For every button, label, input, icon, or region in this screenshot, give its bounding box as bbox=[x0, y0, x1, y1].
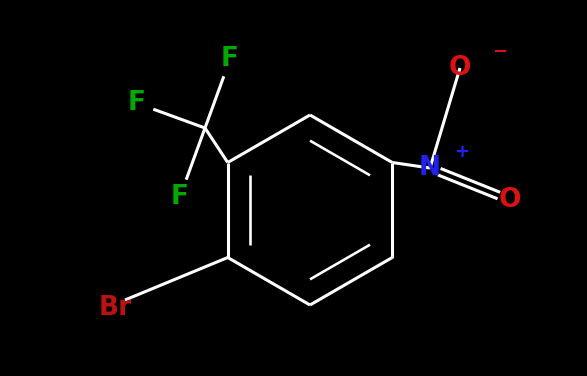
Text: O: O bbox=[448, 55, 471, 81]
Text: F: F bbox=[171, 183, 189, 209]
Text: −: − bbox=[492, 43, 508, 61]
Text: O: O bbox=[499, 187, 521, 213]
Text: +: + bbox=[454, 143, 470, 161]
Text: F: F bbox=[127, 90, 146, 116]
Text: N: N bbox=[419, 155, 441, 181]
Text: Br: Br bbox=[99, 295, 131, 321]
Text: F: F bbox=[221, 46, 239, 73]
